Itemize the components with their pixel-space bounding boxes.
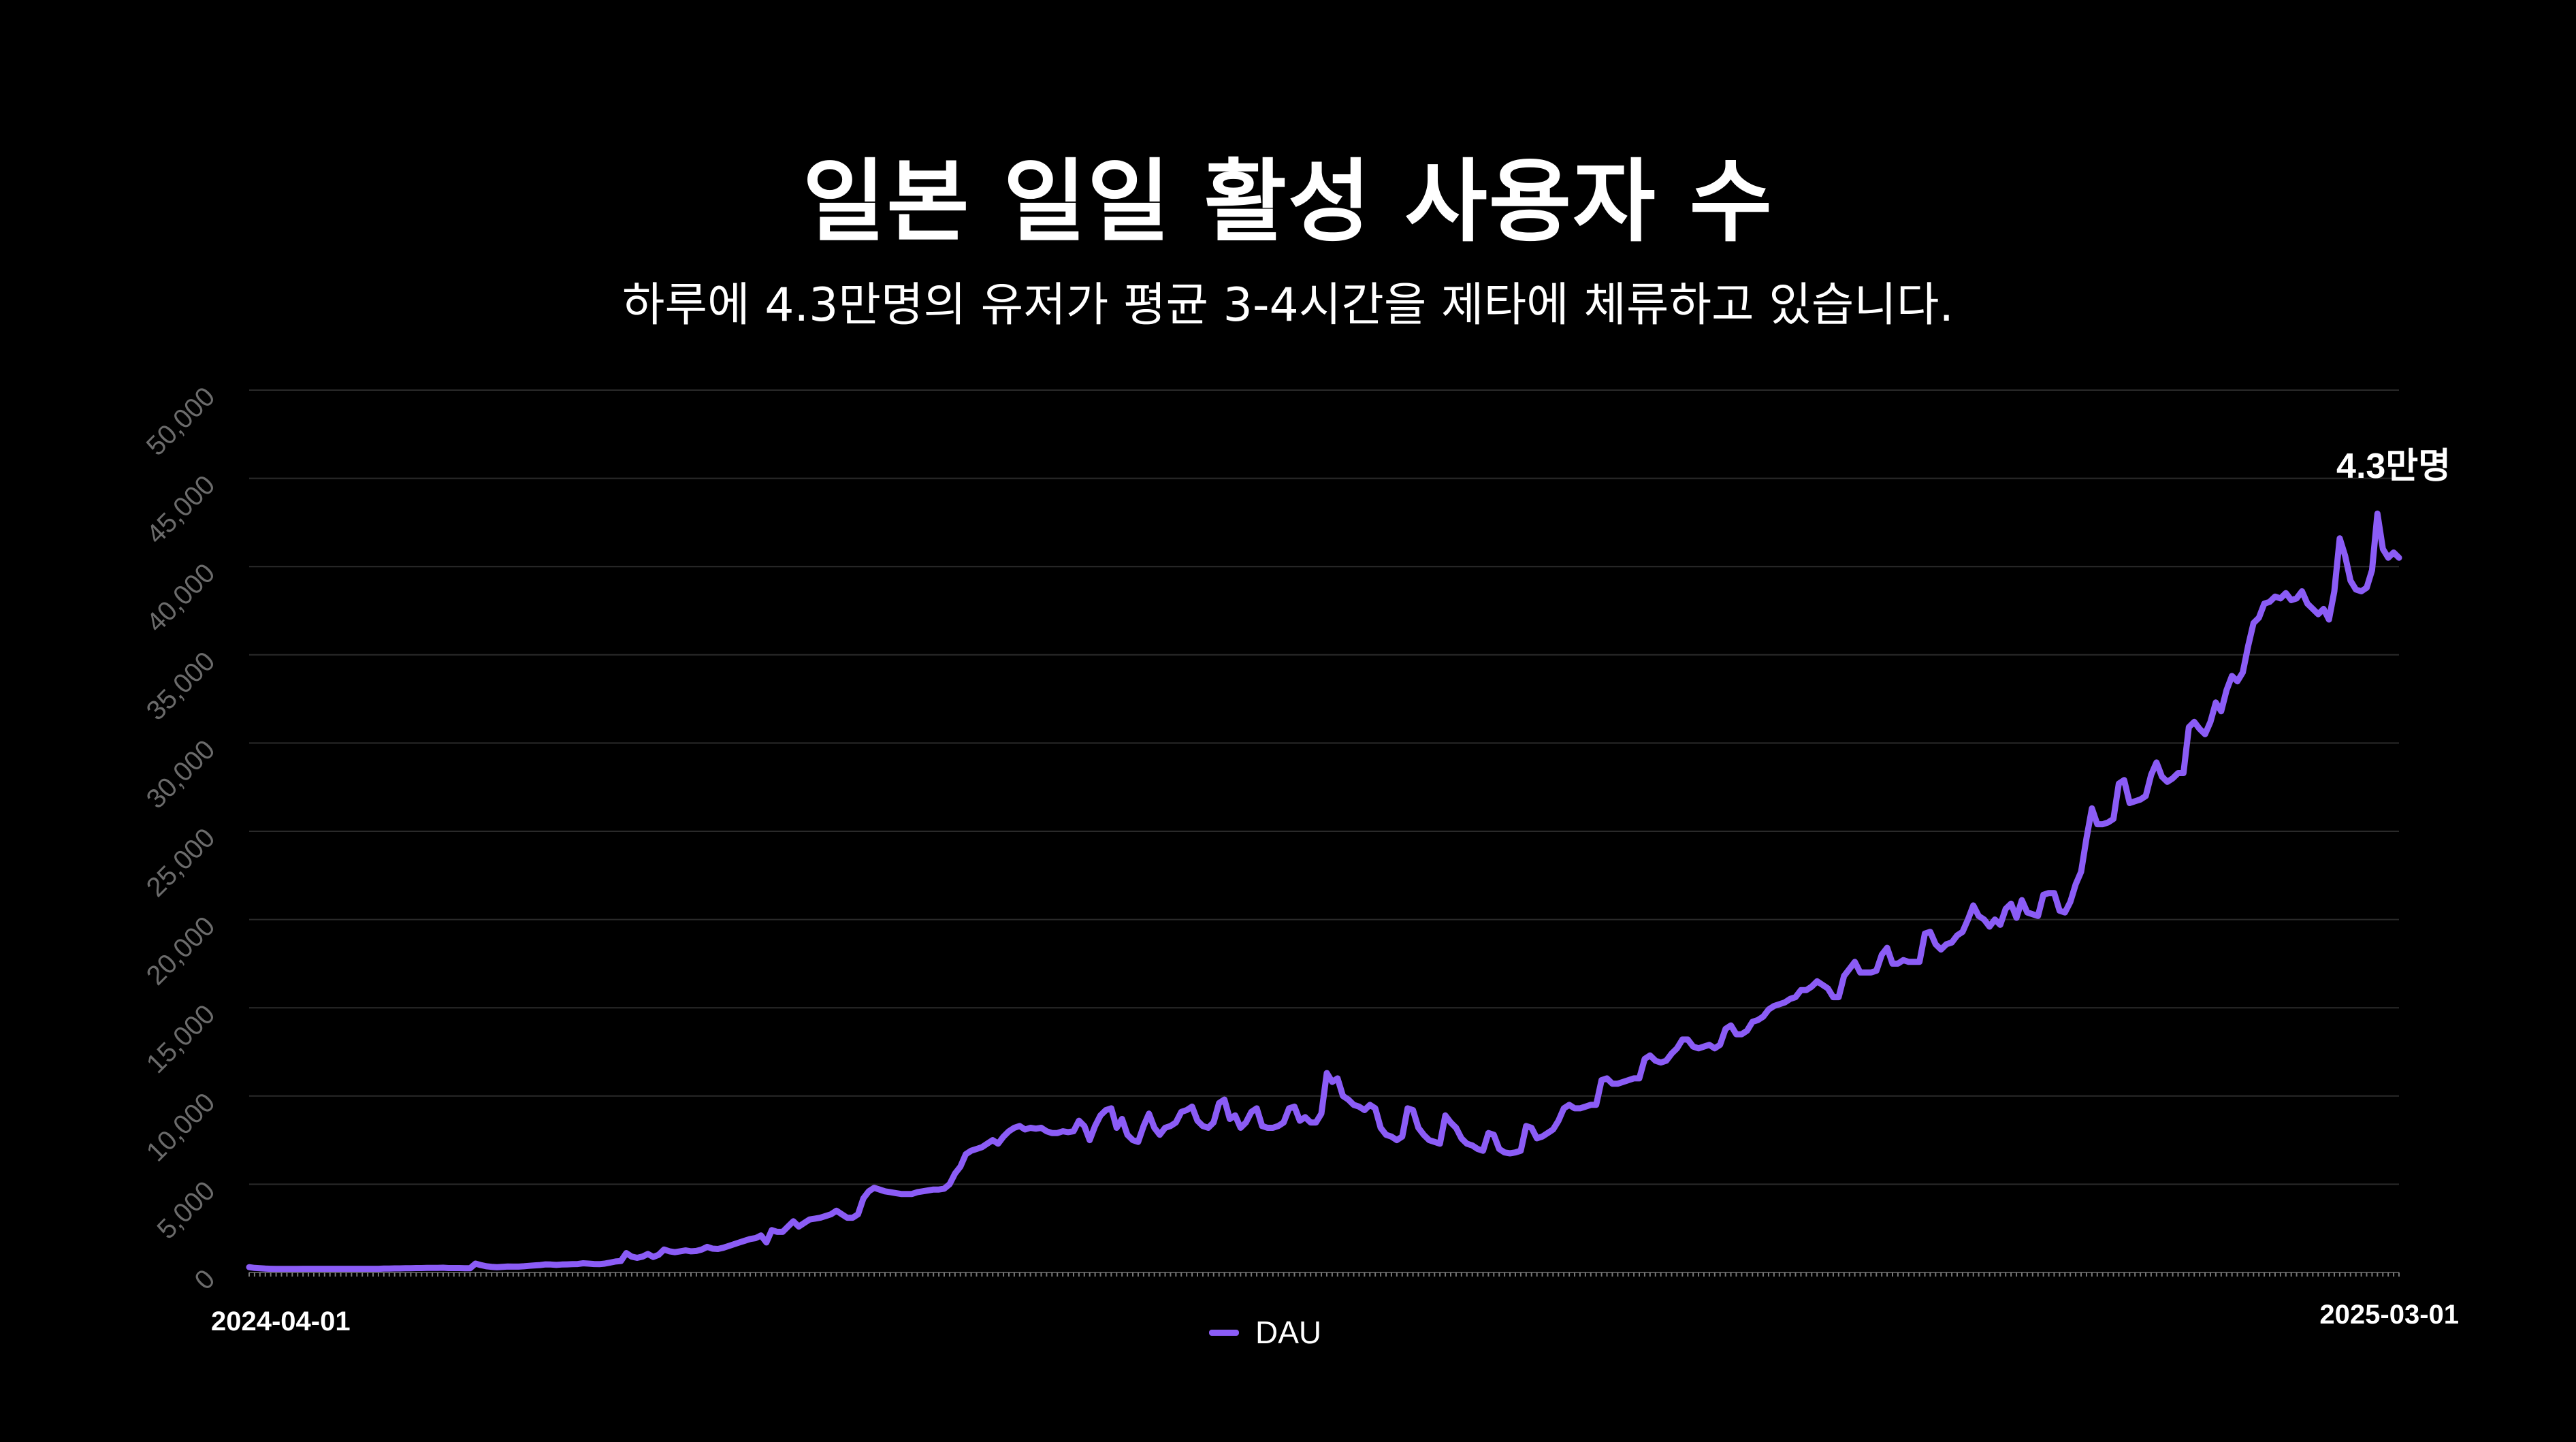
y-tick-label: 10,000 [141,1087,221,1168]
y-tick-label: 40,000 [141,558,221,638]
y-tick-label: 0 [189,1264,221,1296]
y-tick-label: 20,000 [141,911,221,991]
y-tick-label: 35,000 [141,646,221,726]
series-line-dau [246,510,2402,1272]
x-tick-label-start: 2024-04-01 [211,1307,351,1336]
x-axis-baseline [248,1272,2400,1277]
y-tick-label: 30,000 [141,735,221,815]
y-tick-label: 50,000 [141,381,221,462]
annotations: 4.3만명 [2336,447,2451,486]
chart-subtitle: 하루에 4.3만명의 유저가 평균 3-4시간을 제타에 체류하고 있습니다. [622,278,1954,332]
legend-label-dau: DAU [1255,1315,1322,1350]
chart-legend: DAU [1209,1309,1321,1356]
x-axis-tick-labels: 2024-04-01 2025-03-01 [211,1300,2459,1336]
annotation-peak-label: 4.3만명 [2336,447,2451,486]
chart-title: 일본 일일 활성 사용자 수 [802,150,1774,255]
x-tick-label-end: 2025-03-01 [2319,1300,2459,1330]
y-tick-label: 45,000 [141,470,221,550]
y-tick-label: 25,000 [141,822,221,903]
y-tick-label: 15,000 [141,999,221,1079]
series-dau [246,510,2402,1272]
y-tick-label: 5,000 [151,1176,221,1245]
legend-swatch-dau [1209,1329,1239,1336]
gridlines [249,389,2399,1185]
